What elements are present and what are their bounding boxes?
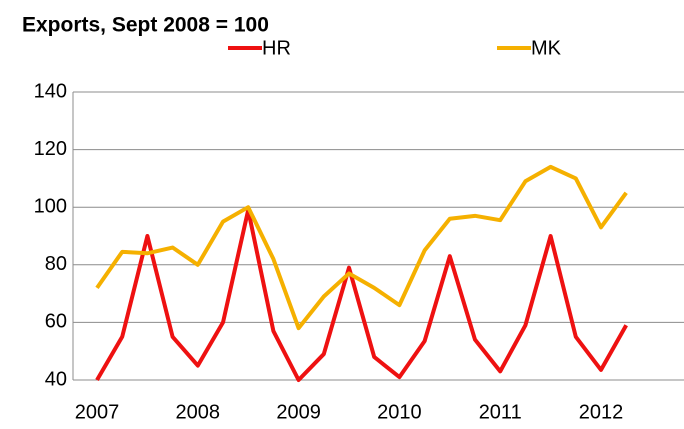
x-tick-label: 2008 [176, 401, 221, 423]
chart-title: Exports, Sept 2008 = 100 [22, 14, 269, 37]
x-tick-label: 2012 [579, 401, 624, 423]
y-tick-label: 80 [45, 253, 67, 275]
series-line [95, 208, 628, 382]
x-tick-label: 2009 [276, 401, 321, 423]
y-tick-label: 100 [34, 195, 67, 217]
y-tick-label: 40 [45, 368, 67, 390]
series-line [95, 164, 628, 331]
x-tick-label: 2007 [75, 401, 120, 423]
y-tick-label: 140 [34, 80, 67, 102]
legend-label: HR [262, 37, 291, 59]
legend-label: MK [531, 37, 562, 59]
y-tick-label: 60 [45, 311, 67, 333]
y-tick-label: 120 [34, 138, 67, 160]
x-tick-label: 2010 [377, 401, 422, 423]
x-tick-label: 2011 [479, 401, 522, 423]
